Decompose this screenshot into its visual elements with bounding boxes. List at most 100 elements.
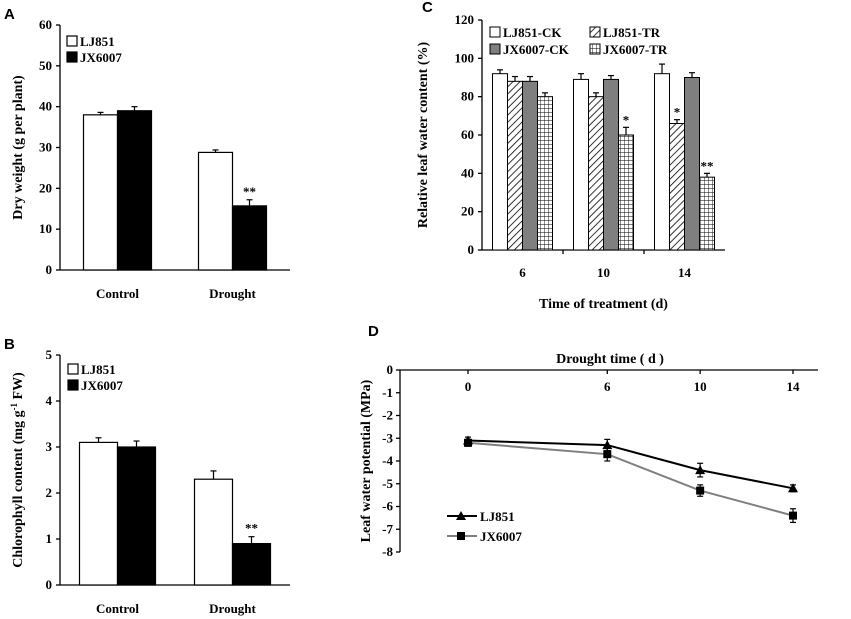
x-category-label: Control xyxy=(96,601,139,616)
legend-swatch-lj851 xyxy=(67,363,79,375)
y-tick-label: -2 xyxy=(382,408,393,423)
y-tick-label: -4 xyxy=(382,453,393,468)
y-tick-label: 0 xyxy=(387,362,394,377)
bar-jx6007-ck xyxy=(522,80,538,251)
legend-swatch-lj851-ck xyxy=(489,26,501,38)
bar-jx6007-ck xyxy=(684,77,700,251)
legend-label-lj851-tr: LJ851-TR xyxy=(603,25,661,40)
x-category-label: 10 xyxy=(597,265,610,280)
legend-swatch-jx6007-tr xyxy=(589,43,601,55)
y-axis-label: Chlorophyll content (mg g-1 FW) xyxy=(9,372,26,568)
bar-lj851-tr xyxy=(669,123,685,251)
y-tick-label: 3 xyxy=(46,439,53,454)
y-tick-label: 80 xyxy=(461,89,474,104)
legend-swatch-jx6007 xyxy=(67,379,79,391)
marker-jx6007 xyxy=(603,450,612,459)
x-category-label: 6 xyxy=(519,265,526,280)
bar-lj851 xyxy=(78,441,119,586)
legend-label-lj851: LJ851 xyxy=(81,362,116,377)
y-tick-label: 20 xyxy=(39,180,52,195)
y-tick-label: 5 xyxy=(46,347,53,362)
legend-swatch-lj851 xyxy=(66,35,78,47)
bar-lj851 xyxy=(82,114,119,271)
marker-lj851 xyxy=(695,465,706,475)
legend-marker-jx6007 xyxy=(457,532,465,540)
bar-jx6007-ck xyxy=(603,78,619,251)
y-tick-label: 0 xyxy=(46,577,53,592)
legend-label-jx6007-ck: JX6007-CK xyxy=(503,42,570,57)
legend-label-jx6007: JX6007 xyxy=(80,50,122,65)
x-category-label: Control xyxy=(96,286,139,301)
x-tick-label: 14 xyxy=(787,379,801,394)
bar-jx6007-tr xyxy=(618,134,634,251)
bar-lj851-ck xyxy=(492,73,508,251)
y-tick-label: -3 xyxy=(382,430,393,445)
bar-lj851-ck xyxy=(573,78,589,251)
y-tick-label: 0 xyxy=(468,242,475,257)
bar-lj851-ck xyxy=(654,73,670,251)
y-tick-label: 50 xyxy=(39,58,52,73)
legend-swatch-lj851-tr xyxy=(589,26,601,38)
y-tick-label: 40 xyxy=(461,165,474,180)
y-tick-label: 100 xyxy=(455,50,475,65)
legend-label-jx6007: JX6007 xyxy=(480,529,522,544)
x-tick-label: 0 xyxy=(465,379,472,394)
y-axis-label-sup: -1 xyxy=(9,402,19,410)
legend-swatch-jx6007-ck xyxy=(489,43,501,55)
y-tick-label: 120 xyxy=(455,12,475,27)
legend-swatch-jx6007 xyxy=(66,51,78,63)
bar-jx6007 xyxy=(231,542,272,586)
y-tick-label: 20 xyxy=(461,204,474,219)
x-tick-label: 10 xyxy=(694,379,707,394)
y-axis-label-end: FW) xyxy=(11,372,26,403)
y-axis-label: Dry weight (g per plant) xyxy=(11,75,26,220)
y-tick-label: -7 xyxy=(382,521,393,536)
significance-mark: ** xyxy=(245,521,258,536)
x-category-label: Drought xyxy=(209,286,256,301)
panel-label-D: D xyxy=(368,323,379,340)
y-tick-label: -8 xyxy=(382,544,393,559)
bar-lj851-tr xyxy=(588,96,604,251)
x-category-label: Drought xyxy=(209,601,256,616)
marker-lj851 xyxy=(602,440,613,450)
x-tick-label: 6 xyxy=(604,379,611,394)
y-tick-label: 2 xyxy=(46,485,53,500)
x-category-label: 14 xyxy=(678,265,692,280)
y-tick-label: -5 xyxy=(382,476,393,491)
bar-jx6007 xyxy=(116,446,157,586)
panel-label-C: C xyxy=(422,0,433,16)
y-tick-label: -6 xyxy=(382,499,393,514)
y-tick-label: -1 xyxy=(382,385,393,400)
marker-jx6007 xyxy=(789,511,797,520)
legend-label-lj851: LJ851 xyxy=(480,509,515,524)
bar-lj851 xyxy=(193,478,234,586)
significance-mark: ** xyxy=(243,184,256,199)
y-tick-label: 4 xyxy=(46,393,53,408)
bar-jx6007-tr xyxy=(537,96,553,251)
significance-mark: ** xyxy=(701,158,714,173)
y-tick-label: 40 xyxy=(39,99,52,114)
legend-label-lj851-ck: LJ851-CK xyxy=(503,25,562,40)
panel-label-A: A xyxy=(4,6,15,23)
marker-jx6007 xyxy=(696,486,705,495)
y-tick-label: 0 xyxy=(46,262,53,277)
bar-jx6007 xyxy=(116,110,153,271)
legend-label-jx6007: JX6007 xyxy=(81,378,123,393)
significance-mark: * xyxy=(674,105,681,120)
y-tick-label: 1 xyxy=(46,531,53,546)
legend-label-jx6007-tr: JX6007-TR xyxy=(603,42,668,57)
significance-mark: * xyxy=(623,112,630,127)
y-axis-label: Relative leaf water content (%) xyxy=(416,41,431,228)
y-tick-label: 30 xyxy=(39,140,52,155)
y-tick-label: 60 xyxy=(39,17,52,32)
panel-label-B: B xyxy=(4,336,15,353)
bar-jx6007 xyxy=(231,205,268,271)
y-axis-label: Leaf water potential (MPa) xyxy=(359,379,374,542)
legend-label-lj851: LJ851 xyxy=(80,34,115,49)
y-tick-label: 10 xyxy=(39,221,52,236)
bar-jx6007-tr xyxy=(699,176,715,251)
bar-lj851 xyxy=(197,151,234,271)
legend-marker-lj851 xyxy=(456,511,466,520)
line-jx6007 xyxy=(467,441,794,517)
